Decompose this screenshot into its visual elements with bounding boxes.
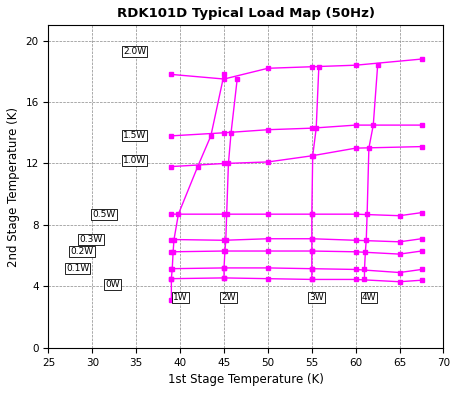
Text: 2.0W: 2.0W: [123, 47, 146, 56]
Title: RDK101D Typical Load Map (50Hz): RDK101D Typical Load Map (50Hz): [117, 7, 375, 20]
Text: 0.5W: 0.5W: [92, 210, 116, 219]
Text: 1.0W: 1.0W: [123, 156, 146, 165]
Text: 1.5W: 1.5W: [123, 131, 146, 140]
Text: 0.3W: 0.3W: [79, 235, 102, 244]
Text: 2W: 2W: [221, 293, 236, 302]
Text: 0W: 0W: [106, 280, 120, 289]
X-axis label: 1st Stage Temperature (K): 1st Stage Temperature (K): [168, 373, 324, 386]
Y-axis label: 2nd Stage Temperature (K): 2nd Stage Temperature (K): [7, 107, 20, 266]
Text: 4W: 4W: [361, 293, 376, 302]
Text: 1W: 1W: [173, 293, 187, 302]
Text: 0.1W: 0.1W: [66, 264, 89, 273]
Text: 3W: 3W: [309, 293, 324, 302]
Text: 0.2W: 0.2W: [70, 247, 94, 256]
